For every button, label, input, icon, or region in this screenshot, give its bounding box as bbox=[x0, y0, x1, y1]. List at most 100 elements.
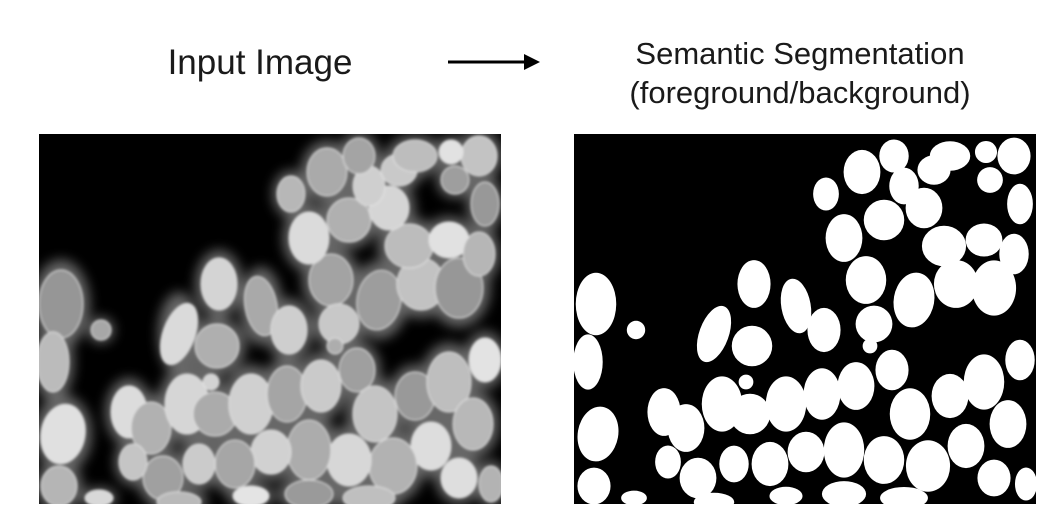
foreground-blob bbox=[575, 272, 617, 336]
foreground-blob bbox=[769, 486, 803, 504]
foreground-blob bbox=[947, 423, 985, 469]
cell-nucleus bbox=[326, 337, 344, 355]
cell-nucleus bbox=[306, 147, 348, 197]
foreground-blob bbox=[751, 441, 789, 487]
cell-nucleus bbox=[342, 485, 396, 504]
cell-nucleus bbox=[384, 223, 434, 269]
foreground-blob bbox=[621, 490, 647, 504]
cell-nucleus bbox=[352, 385, 398, 443]
cell-nucleus bbox=[440, 457, 478, 499]
foreground-blob bbox=[863, 436, 905, 484]
foreground-blob bbox=[963, 354, 1005, 410]
cell-nucleus bbox=[284, 479, 334, 504]
foreground-blob bbox=[574, 334, 603, 390]
cell-nucleus bbox=[288, 211, 330, 265]
foreground-blob bbox=[921, 225, 967, 267]
cell-nucleus bbox=[90, 319, 112, 341]
foreground-blob bbox=[977, 459, 1011, 497]
semantic-segmentation-label: Semantic Segmentation (foreground/backgr… bbox=[580, 34, 1020, 112]
cell-nucleus bbox=[426, 351, 472, 413]
cell-nucleus bbox=[84, 489, 114, 504]
foreground-blob bbox=[889, 388, 931, 440]
foreground-blob bbox=[933, 260, 979, 308]
foreground-blob bbox=[855, 305, 893, 343]
cell-nucleus bbox=[202, 373, 220, 391]
foreground-blob bbox=[655, 445, 681, 479]
foreground-blob bbox=[577, 467, 611, 504]
foreground-blob bbox=[823, 422, 865, 478]
cell-nucleus bbox=[194, 323, 240, 369]
foreground-blob bbox=[813, 177, 839, 211]
foreground-blob bbox=[893, 272, 935, 328]
cell-nucleus bbox=[276, 175, 306, 213]
foreground-blob bbox=[931, 373, 969, 419]
cell-nucleus bbox=[118, 443, 148, 481]
foreground-blob bbox=[974, 140, 998, 164]
cell-nucleus bbox=[182, 443, 216, 485]
segmentation-title: Semantic Segmentation bbox=[635, 36, 965, 71]
cell-nucleus bbox=[40, 403, 86, 465]
foreground-blob bbox=[863, 199, 905, 241]
foreground-blob bbox=[729, 393, 771, 435]
foreground-blob bbox=[626, 320, 646, 340]
segmentation-mask-panel bbox=[574, 134, 1036, 504]
foreground-blob bbox=[1014, 467, 1036, 501]
input-image-panel bbox=[39, 134, 501, 504]
foreground-blob bbox=[875, 349, 909, 391]
cell-nucleus bbox=[200, 257, 238, 311]
cell-nucleus bbox=[243, 275, 279, 337]
cell-nucleus bbox=[438, 139, 464, 165]
cell-nucleus bbox=[286, 419, 332, 481]
foreground-blob bbox=[837, 362, 875, 410]
foreground-blob bbox=[880, 486, 928, 504]
cell-nucleus bbox=[40, 465, 78, 504]
cell-nucleus bbox=[270, 305, 308, 355]
cell-nucleus bbox=[478, 465, 501, 503]
cell-nucleus bbox=[326, 197, 372, 243]
foreground-blob bbox=[971, 260, 1017, 316]
cell-nucleus bbox=[156, 491, 202, 504]
foreground-blob bbox=[989, 400, 1027, 448]
cell-nucleus bbox=[470, 181, 500, 227]
foreground-blob bbox=[905, 440, 951, 492]
cell-nucleus bbox=[39, 331, 70, 393]
foreground-blob bbox=[821, 481, 867, 504]
foreground-blob bbox=[738, 374, 754, 390]
foreground-blob bbox=[889, 167, 919, 205]
cell-nucleus bbox=[39, 269, 84, 339]
input-image bbox=[39, 134, 501, 504]
foreground-blob bbox=[997, 137, 1031, 175]
cell-nucleus bbox=[440, 165, 470, 195]
cell-nucleus bbox=[342, 137, 376, 175]
cell-nucleus bbox=[392, 139, 438, 173]
foreground-blob bbox=[719, 445, 749, 483]
cell-nucleus bbox=[452, 397, 494, 451]
foreground-blob bbox=[929, 141, 971, 171]
cell-nucleus bbox=[232, 485, 270, 504]
input-image-label: Input Image bbox=[167, 43, 353, 82]
cell-nucleus bbox=[462, 231, 496, 277]
foreground-blob bbox=[667, 404, 705, 452]
foreground-blob bbox=[825, 214, 863, 262]
cell-nucleus bbox=[214, 439, 256, 489]
foreground-blob bbox=[879, 139, 909, 173]
cell-nucleus bbox=[338, 347, 376, 393]
foreground-blob bbox=[803, 368, 841, 420]
cell-nucleus bbox=[460, 135, 498, 177]
foreground-blob bbox=[807, 307, 841, 353]
cell-nucleus bbox=[356, 269, 402, 331]
cell-nucleus bbox=[410, 421, 452, 471]
foreground-blob bbox=[679, 457, 717, 499]
cell-nucleus bbox=[159, 302, 199, 366]
cell-nucleus bbox=[326, 433, 372, 487]
foreground-blob bbox=[787, 431, 825, 473]
foreground-blob bbox=[1005, 339, 1035, 381]
foreground-blob bbox=[1007, 183, 1033, 225]
foreground-blob bbox=[693, 492, 735, 504]
right-arrow-icon bbox=[448, 54, 540, 70]
cell-nucleus bbox=[318, 303, 360, 345]
foreground-blob bbox=[780, 278, 812, 334]
foreground-blob bbox=[843, 149, 881, 195]
segmentation-mask bbox=[574, 134, 1036, 504]
foreground-blob bbox=[845, 256, 887, 304]
